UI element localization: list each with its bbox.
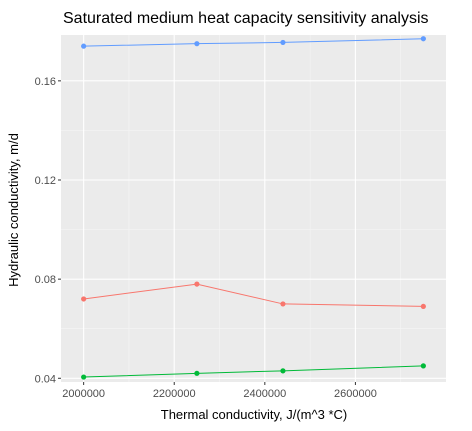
data-point [420,36,426,42]
x-axis: 2000000 2200000 2400000 2600000 [62,382,377,400]
data-point [194,370,200,376]
data-point [420,363,426,369]
chart-title: Saturated medium heat capacity sensitivi… [63,10,429,27]
x-tick-label: 2600000 [334,388,377,400]
data-point [194,41,200,47]
y-axis-title: Hydraulic conductivity, m/d [6,133,21,287]
minor-gridlines [61,35,446,382]
series-line-1 [83,38,424,47]
y-axis: 0.04 0.08 0.12 0.16 [35,76,61,385]
data-point [194,281,200,287]
y-tick-label: 0.08 [35,274,56,286]
x-tick-label: 2400000 [243,388,286,400]
data-point [280,301,286,307]
x-tick-label: 2200000 [153,388,196,400]
y-tick-label: 0.04 [35,373,56,385]
data-point [81,374,87,380]
y-tick-label: 0.12 [35,175,56,187]
data-point [280,39,286,46]
y-tick-label: 0.16 [35,76,56,88]
x-axis-title: Thermal conductivity, J/(m^3 *C) [161,407,347,422]
data-point [81,296,87,302]
plot-panel [61,35,446,382]
series-layer [81,36,426,380]
major-gridlines [61,35,446,382]
data-point [81,43,87,49]
data-point [420,303,426,310]
series-line-2 [83,283,424,307]
series-line-3 [83,365,424,378]
data-point [280,368,286,374]
x-tick-label: 2000000 [62,388,105,400]
